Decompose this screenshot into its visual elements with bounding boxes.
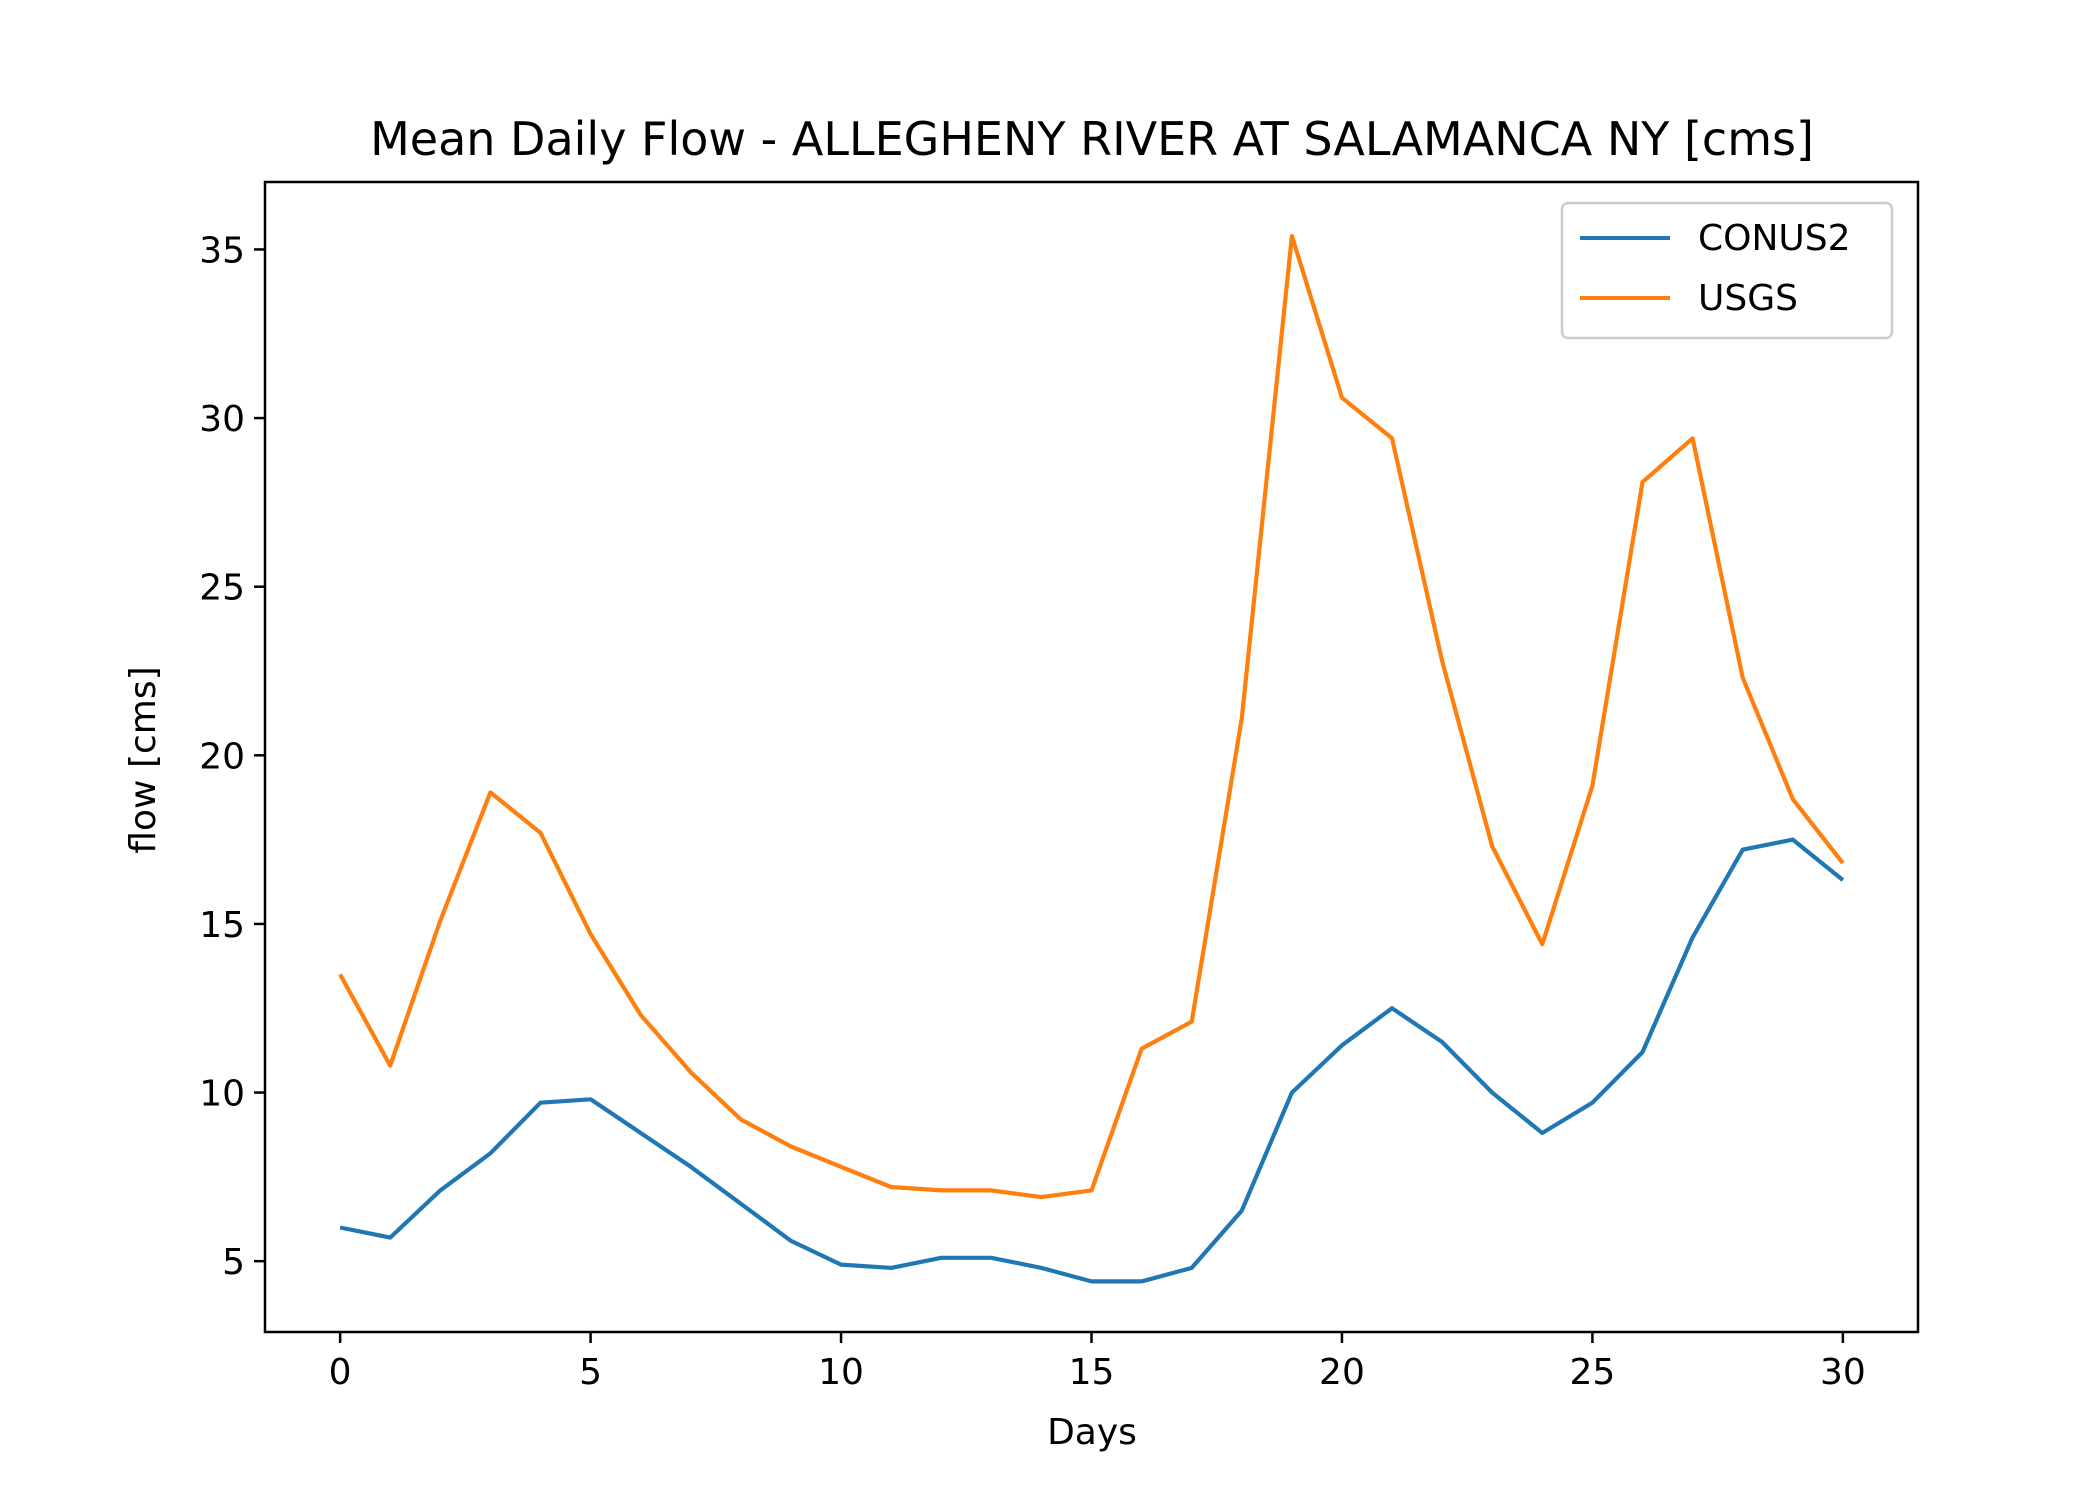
x-axis-label: Days <box>1047 1412 1137 1453</box>
x-axis-ticks: 0 5 10 15 20 25 30 <box>329 1332 1866 1393</box>
y-tick-label: 15 <box>199 905 245 946</box>
chart-title: Mean Daily Flow - ALLEGHENY RIVER AT SAL… <box>370 112 1814 166</box>
legend-label-conus2: CONUS2 <box>1698 218 1851 259</box>
x-tick-label: 5 <box>579 1352 602 1393</box>
legend-label-usgs: USGS <box>1698 278 1798 319</box>
legend: CONUS2 USGS <box>1560 201 1894 340</box>
y-tick-label: 25 <box>199 568 245 609</box>
series-layer <box>338 233 1845 1284</box>
x-tick-label: 25 <box>1570 1352 1616 1393</box>
series-line-usgs <box>338 233 1845 1200</box>
y-axis-ticks: 5 10 15 20 25 30 35 <box>199 230 265 1283</box>
y-tick-label: 30 <box>199 399 245 440</box>
y-tick-label: 35 <box>199 230 245 271</box>
y-tick-label: 20 <box>199 736 245 777</box>
y-axis-label: flow [cms] <box>123 666 164 853</box>
series-line-conus2 <box>339 837 1845 1284</box>
x-tick-label: 0 <box>329 1352 352 1393</box>
x-tick-label: 30 <box>1820 1352 1866 1393</box>
y-tick-label: 10 <box>199 1074 245 1115</box>
y-tick-label: 5 <box>222 1242 245 1283</box>
x-tick-label: 10 <box>818 1352 864 1393</box>
x-tick-label: 20 <box>1319 1352 1365 1393</box>
plot-frame <box>263 180 1920 1334</box>
x-tick-label: 15 <box>1069 1352 1115 1393</box>
